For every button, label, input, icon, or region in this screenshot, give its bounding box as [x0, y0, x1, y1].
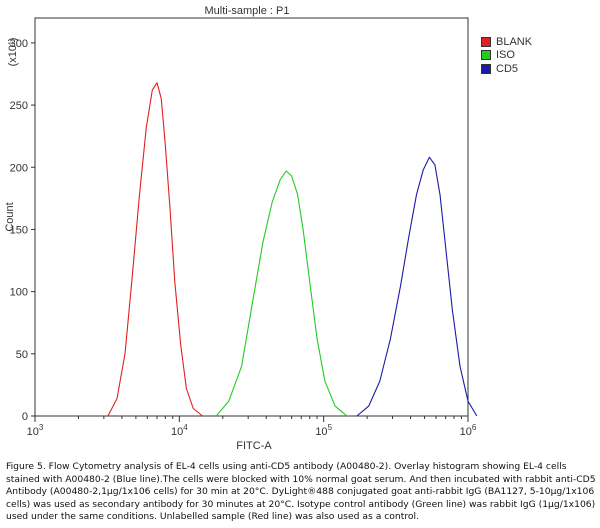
x-tick-exponent: 3 [39, 423, 44, 432]
y-tick-label: 100 [10, 287, 28, 299]
y-tick-label: 300 [10, 38, 28, 50]
figure-caption: Figure 5. Flow Cytometry analysis of EL-… [6, 461, 596, 523]
legend-item-cd5: CD5 [481, 62, 532, 76]
legend: BLANK ISO CD5 [481, 35, 532, 76]
series-line-blank [107, 82, 203, 417]
y-axis-ticks: 0 50 100 150 200 250 300 [10, 38, 35, 423]
x-tick-base: 10 [315, 426, 327, 438]
x-tick-label: 104 [171, 423, 188, 438]
y-axis-label: Count [4, 202, 16, 231]
legend-label: BLANK [496, 35, 533, 48]
legend-swatch [481, 63, 491, 74]
legend-swatch [481, 36, 491, 47]
legend-item-blank: BLANK [481, 35, 532, 49]
x-tick-exponent: 5 [328, 423, 333, 432]
x-tick-label: 103 [27, 423, 44, 438]
plot-frame [34, 17, 469, 417]
x-axis-label: FITC-A [236, 440, 272, 452]
y-tick-label: 250 [10, 100, 28, 112]
y-tick-label: 0 [22, 411, 28, 423]
x-tick-base: 10 [460, 426, 472, 438]
x-tick-exponent: 4 [183, 423, 188, 432]
chart-title: Multi-sample : P1 [205, 5, 290, 17]
x-tick-base: 10 [27, 426, 39, 438]
x-tick-label: 105 [315, 423, 332, 438]
y-tick-label: 50 [16, 349, 28, 361]
y-tick-label: 150 [10, 224, 28, 236]
x-axis-ticks: 103 104 105 106 [27, 416, 477, 438]
legend-swatch [481, 50, 491, 61]
x-tick-exponent: 6 [472, 423, 477, 432]
legend-item-iso: ISO [481, 49, 532, 63]
flow-histogram-chart: Multi-sample : P1 (x10¹) Count FITC-A 0 5… [4, 5, 478, 452]
series-line-cd5 [356, 156, 478, 417]
y-multiplier-label: (x10¹) [7, 38, 19, 67]
y-tick-label: 200 [10, 162, 28, 174]
series-line-iso [215, 170, 348, 417]
x-tick-base: 10 [171, 426, 183, 438]
legend-label: CD5 [496, 62, 519, 75]
series-lines [107, 82, 478, 417]
x-tick-label: 106 [460, 423, 477, 438]
legend-label: ISO [496, 49, 515, 62]
